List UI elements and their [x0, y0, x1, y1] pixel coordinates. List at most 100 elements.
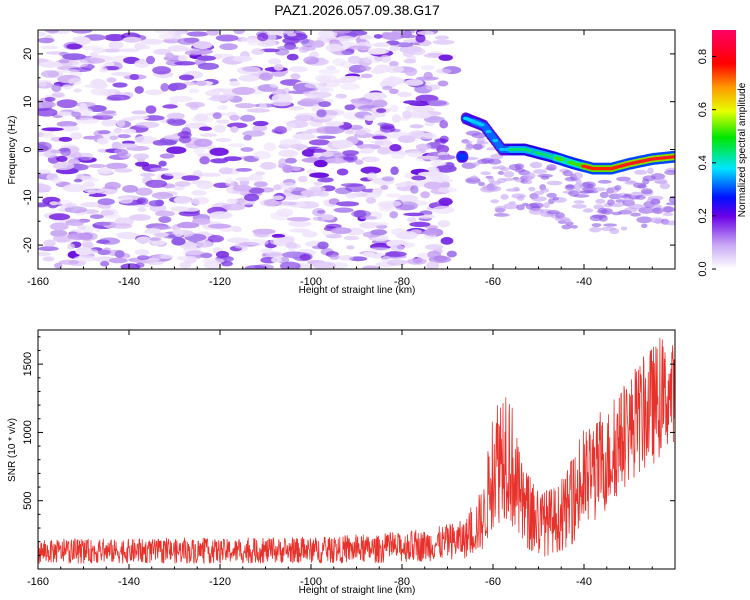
- spectral-noise-blob: [288, 220, 312, 228]
- spectral-noise-blob: [363, 92, 387, 100]
- signal-track-core: [515, 147, 521, 152]
- spectral-noise-blob: [307, 94, 319, 99]
- spectral-noise-blob: [389, 144, 402, 152]
- signal-spread-blob: [586, 183, 594, 188]
- spectral-noise-blob: [430, 162, 447, 166]
- spectral-noise-blob: [231, 226, 241, 230]
- spectral-noise-blob: [252, 120, 269, 127]
- signal-track-core: [526, 149, 533, 153]
- spectral-noise-blob: [158, 33, 178, 40]
- spectral-noise-blob: [240, 114, 256, 122]
- spectral-noise-blob: [244, 265, 268, 269]
- spectral-noise-blob: [180, 207, 200, 212]
- signal-spread-blob: [540, 188, 550, 193]
- spectral-noise-blob: [318, 101, 332, 108]
- signal-track-core: [478, 123, 485, 127]
- spectral-noise-blob: [122, 185, 139, 193]
- spectral-noise-blob: [317, 177, 334, 183]
- signal-spread-blob: [637, 184, 647, 189]
- spectral-noise-blob: [405, 105, 422, 111]
- spectral-noise-blob: [171, 237, 186, 246]
- spectral-noise-blob: [286, 217, 311, 222]
- spectral-noise-blob: [373, 34, 383, 39]
- spectral-noise-blob: [38, 169, 52, 175]
- spectral-noise-blob: [94, 221, 112, 226]
- spectral-noise-blob: [437, 80, 449, 87]
- spectral-noise-blob: [282, 164, 293, 173]
- spectral-noise-blob: [71, 111, 82, 118]
- spectral-noise-blob: [247, 38, 258, 46]
- spectral-noise-blob: [397, 151, 408, 155]
- spectral-noise-blob: [403, 100, 421, 105]
- signal-spread-blob: [494, 205, 507, 213]
- signal-track-core: [558, 157, 565, 162]
- snr-y-label: SNR (10 * v/v): [7, 418, 18, 482]
- spectral-noise-blob: [231, 86, 256, 95]
- spectral-noise-blob: [182, 250, 205, 256]
- spectral-noise-blob: [404, 67, 418, 76]
- spectral-noise-blob: [90, 214, 104, 220]
- spectral-noise-blob: [386, 259, 408, 266]
- signal-spread-blob: [561, 224, 572, 230]
- spectral-noise-blob: [318, 68, 340, 74]
- spectral-noise-blob: [77, 224, 86, 231]
- signal-spread-blob: [663, 220, 675, 226]
- spectral-noise-blob: [122, 128, 137, 134]
- x-tick-label: -140: [118, 576, 140, 588]
- spectral-noise-blob: [240, 147, 254, 152]
- spectral-noise-blob: [288, 66, 308, 73]
- spectral-noise-blob: [389, 88, 399, 95]
- spectral-noise-blob: [435, 154, 456, 160]
- spectral-noise-blob: [135, 187, 153, 196]
- spectral-noise-blob: [360, 166, 382, 174]
- spectral-noise-blob: [58, 136, 73, 142]
- spectral-noise-blob: [97, 198, 115, 206]
- spectral-noise-blob: [336, 168, 349, 176]
- spectral-noise-blob: [235, 103, 256, 109]
- signal-spread-blob: [665, 202, 675, 206]
- colorbar-tick-label: 0.6: [697, 102, 709, 117]
- spectral-noise-blob: [297, 175, 308, 183]
- spectral-noise-blob: [47, 30, 59, 34]
- spectral-noise-blob: [415, 143, 432, 151]
- spectral-noise-blob: [40, 133, 56, 139]
- signal-spread-blob: [630, 212, 641, 217]
- spectral-noise-blob: [135, 121, 160, 129]
- spectral-noise-blob: [359, 35, 373, 40]
- spectral-noise-blob: [325, 158, 349, 164]
- spectral-noise-blob: [73, 88, 82, 93]
- spectrogram-x-ticks: -160 -140 -120 -100 -80 -60 -40: [27, 30, 653, 288]
- spectral-noise-blob: [340, 83, 360, 91]
- spectral-noise-blob: [157, 254, 174, 259]
- spectral-noise-blob: [290, 143, 308, 150]
- spectral-noise-blob: [403, 58, 417, 64]
- spectral-noise-blob: [173, 195, 192, 205]
- signal-spread-blob: [641, 223, 648, 228]
- spectral-noise-blob: [65, 202, 77, 208]
- spectral-noise-blob: [422, 230, 439, 236]
- spectral-noise-blob: [208, 223, 232, 229]
- spectral-noise-blob: [235, 177, 254, 182]
- spectral-noise-blob: [215, 250, 230, 259]
- spectral-noise-blob: [227, 237, 250, 244]
- spectral-noise-blob: [83, 181, 95, 188]
- spectral-noise-blob: [223, 156, 242, 162]
- spectral-noise-blob: [206, 30, 220, 36]
- spectral-noise-blob: [313, 159, 328, 168]
- spectral-noise-blob: [88, 193, 107, 198]
- spectral-noise-blob: [372, 188, 383, 195]
- spectral-noise-blob: [263, 142, 277, 152]
- y-tick-label: -10: [22, 189, 34, 205]
- spectral-noise-blob: [329, 254, 340, 260]
- signal-track-core: [499, 147, 506, 152]
- spectral-noise-blob: [154, 30, 179, 34]
- spectral-noise-blob: [112, 82, 128, 88]
- spectral-noise-blob: [192, 146, 205, 155]
- colorbar-tick-label: 0.8: [697, 49, 709, 64]
- spectral-noise-blob: [38, 246, 59, 252]
- spectral-noise-blob: [192, 41, 213, 50]
- spectral-noise-blob: [199, 126, 212, 131]
- signal-spread-blob: [531, 196, 547, 202]
- spectral-noise-blob: [52, 235, 72, 243]
